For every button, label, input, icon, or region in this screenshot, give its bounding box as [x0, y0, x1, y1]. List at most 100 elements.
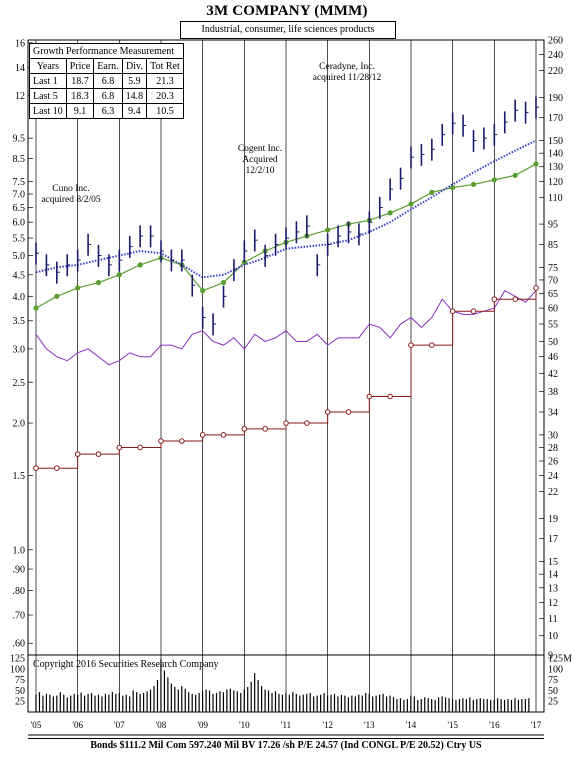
growth-table-row: Last 10 9.1 6.3 9.4 10.5 — [29, 103, 184, 119]
annotation-ceradyne: Ceradyne, Inc. acquired 11/28/12 — [302, 62, 392, 84]
dividend-point — [241, 426, 248, 432]
x-tick-label: '17 — [531, 720, 542, 730]
earnings-point — [491, 177, 497, 183]
growth-table-cell: 14.8 — [121, 88, 148, 104]
dividend-point — [74, 451, 81, 457]
company-title: 3M COMPANY (MMM) — [206, 3, 368, 19]
dividend-point — [533, 285, 539, 291]
left-tick-label: 3.5 — [13, 316, 26, 327]
left-tick-label: 6.5 — [13, 203, 26, 214]
dividend-point — [199, 432, 206, 438]
earnings-point — [241, 259, 247, 266]
main-panel-frame — [27, 39, 545, 713]
right-tick-label: 130 — [548, 162, 563, 173]
left-tick-label: 1.5 — [13, 471, 26, 482]
right-tick-label: 10 — [548, 631, 558, 642]
earnings-point — [533, 161, 539, 167]
right-tick-label: 120 — [548, 177, 563, 188]
growth-table-row: Last 5 18.3 6.8 14.8 20.3 — [29, 88, 184, 104]
right-tick-label: 240 — [548, 50, 563, 61]
earnings-point — [33, 305, 39, 311]
right-tick-label: 50 — [548, 337, 558, 348]
volume-left-label: 50 — [15, 686, 25, 697]
dividend-point — [470, 308, 477, 314]
growth-table-title-row: Growth Performance Measurement — [29, 43, 184, 59]
dividend-point — [345, 409, 352, 415]
x-tick-label: '11 — [281, 720, 291, 730]
earnings-point — [470, 181, 477, 188]
dividend-point — [512, 296, 518, 302]
earnings-point — [200, 288, 206, 294]
x-tick-label: '16 — [489, 720, 500, 730]
growth-table-header-row: Years Price Earn. Div. Tot Ret — [29, 58, 184, 74]
growth-performance-table: Growth Performance Measurement Years Pri… — [29, 43, 184, 119]
dividend-point — [366, 393, 373, 400]
right-tick-label: 14 — [548, 570, 558, 581]
x-tick-label: '14 — [406, 720, 417, 730]
earnings-point — [95, 279, 102, 286]
dividend-point — [449, 308, 456, 314]
left-tick-label: 4.5 — [13, 270, 26, 281]
right-tick-label: 13 — [548, 583, 558, 594]
earnings-point — [325, 227, 331, 233]
left-tick-label: 14 — [15, 63, 25, 74]
left-tick-label: 1.0 — [13, 545, 26, 556]
x-tick-label: '12 — [322, 720, 333, 730]
series-layer — [33, 96, 539, 471]
right-tick-label: 170 — [548, 113, 563, 124]
left-tick-label: .90 — [13, 565, 26, 576]
left-tick-label: 2.5 — [13, 378, 26, 389]
dividend-point — [283, 420, 289, 426]
x-tick-label: '08 — [156, 720, 167, 730]
right-tick-label: 60 — [548, 304, 558, 315]
right-tick-label: 150 — [548, 136, 563, 147]
footer-capitalization: Bonds $111.2 Mil Com 597.240 Mil BV 17.2… — [28, 738, 544, 753]
volume-right-label: 75 — [548, 675, 558, 686]
dividend-point — [408, 342, 414, 348]
earnings-point — [512, 172, 518, 178]
left-tick-label: 8.5 — [13, 154, 26, 165]
left-tick-label: 5.5 — [13, 234, 26, 245]
left-tick-label: 6.0 — [13, 218, 26, 229]
earnings-point — [387, 210, 393, 216]
earnings-point — [429, 189, 435, 195]
growth-table-cell: 18.3 — [65, 88, 95, 104]
left-tick-label: 2.0 — [13, 419, 26, 430]
right-tick-label: 17 — [548, 534, 558, 545]
dividend-point — [95, 451, 102, 457]
growth-table-header: Div. — [121, 58, 148, 74]
dividend-point — [491, 296, 498, 302]
dividend-point — [179, 438, 185, 444]
right-tick-label: 70 — [548, 275, 558, 286]
right-tick-label: 55 — [548, 320, 558, 331]
right-tick-label: 22 — [548, 487, 558, 498]
growth-table-cell: 10.5 — [146, 103, 184, 119]
right-tick-label: 12 — [548, 598, 558, 609]
volume-left-label: 25 — [15, 697, 25, 708]
volume-left-label: 75 — [15, 675, 25, 686]
volume-right-label: 125M — [548, 654, 572, 665]
growth-table-cell: 9.1 — [65, 103, 95, 119]
dividend-point — [158, 438, 164, 444]
copyright-notice: Copyright 2016 Securities Research Compa… — [33, 659, 219, 670]
volume-left-label: 100 — [10, 664, 25, 675]
right-tick-label: 9 — [548, 651, 553, 662]
left-tick-label: 9.5 — [13, 134, 26, 145]
grid-layer — [28, 39, 544, 712]
left-tick-label: 5.0 — [13, 251, 26, 262]
volume-right-label: 100 — [548, 664, 563, 675]
growth-table-header: Price — [65, 58, 95, 74]
dividend-point — [116, 444, 123, 451]
annotation-text: 12/2/10 — [245, 166, 275, 176]
earnings-point — [137, 262, 143, 268]
left-tick-label: 3.0 — [13, 344, 26, 355]
right-tick-label: 46 — [548, 352, 558, 363]
dividend-point — [33, 465, 39, 471]
right-tick-label: 95 — [548, 220, 558, 231]
left-tick-label: 16 — [15, 38, 25, 49]
growth-table-cell: Last 10 — [29, 103, 67, 119]
x-tick-label: '15 — [447, 720, 458, 730]
growth-table-header: Earn. — [93, 58, 123, 74]
right-tick-label: 110 — [548, 193, 563, 204]
right-tick-label: 30 — [548, 430, 558, 441]
